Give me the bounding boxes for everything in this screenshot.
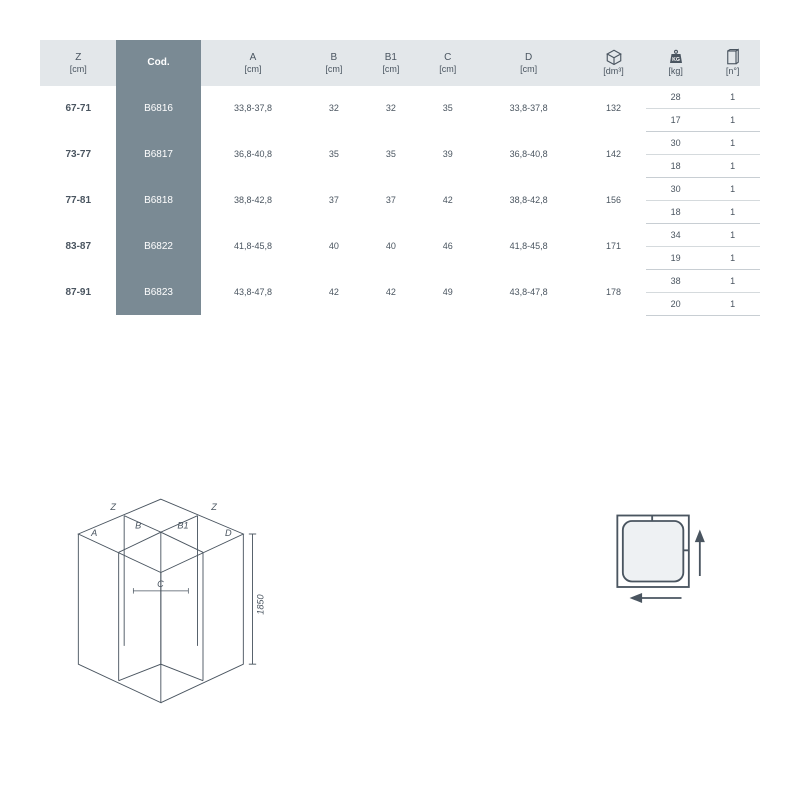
- cell-d: 33,8-37,8: [476, 86, 581, 132]
- cell-c: 35: [419, 86, 476, 132]
- cell-a: 43,8-47,8: [201, 269, 306, 315]
- cell-c: 42: [419, 177, 476, 223]
- label-z-right: Z: [210, 502, 217, 512]
- label-d: D: [225, 528, 232, 538]
- cell-b1: 40: [362, 223, 419, 269]
- cell-kg: 20: [646, 292, 705, 315]
- spec-table: Z[cm] Cod. A[cm] B[cm] B1[cm] C[cm] D[cm…: [40, 40, 760, 316]
- cell-kg: 19: [646, 246, 705, 269]
- table-row: 87-91B682343,8-47,842424943,8-47,8178381: [40, 269, 760, 292]
- col-c: C[cm]: [419, 40, 476, 86]
- box-icon: [605, 48, 623, 66]
- cell-b1: 32: [362, 86, 419, 132]
- label-z-left: Z: [109, 502, 116, 512]
- cell-n: 1: [705, 200, 760, 223]
- cell-a: 33,8-37,8: [201, 86, 306, 132]
- cell-kg: 18: [646, 200, 705, 223]
- col-b: B[cm]: [305, 40, 362, 86]
- cell-cod: B6823: [116, 269, 200, 315]
- col-z: Z[cm]: [40, 40, 116, 86]
- cell-b1: 37: [362, 177, 419, 223]
- cell-b: 37: [305, 177, 362, 223]
- cell-b1: 42: [362, 269, 419, 315]
- cell-a: 41,8-45,8: [201, 223, 306, 269]
- header-row: Z[cm] Cod. A[cm] B[cm] B1[cm] C[cm] D[cm…: [40, 40, 760, 86]
- table-row: 67-71B681633,8-37,832323533,8-37,8132281: [40, 86, 760, 109]
- cell-n: 1: [705, 177, 760, 200]
- cell-kg: 34: [646, 223, 705, 246]
- svg-text:KG: KG: [672, 57, 680, 63]
- cell-cod: B6817: [116, 131, 200, 177]
- col-d: D[cm]: [476, 40, 581, 86]
- col-b1: B1[cm]: [362, 40, 419, 86]
- cell-n: 1: [705, 269, 760, 292]
- cell-vol: 132: [581, 86, 646, 132]
- cell-z: 87-91: [40, 269, 116, 315]
- cell-z: 73-77: [40, 131, 116, 177]
- cell-n: 1: [705, 246, 760, 269]
- cell-vol: 171: [581, 223, 646, 269]
- col-cod: Cod.: [116, 40, 200, 86]
- cell-b1: 35: [362, 131, 419, 177]
- cell-d: 38,8-42,8: [476, 177, 581, 223]
- cell-a: 38,8-42,8: [201, 177, 306, 223]
- cell-c: 46: [419, 223, 476, 269]
- cell-z: 83-87: [40, 223, 116, 269]
- cell-c: 49: [419, 269, 476, 315]
- table-row: 73-77B681736,8-40,835353936,8-40,8142301: [40, 131, 760, 154]
- table-row: 77-81B681838,8-42,837374238,8-42,8156301: [40, 177, 760, 200]
- cell-a: 36,8-40,8: [201, 131, 306, 177]
- label-b: B: [135, 520, 141, 530]
- cell-d: 41,8-45,8: [476, 223, 581, 269]
- cell-n: 1: [705, 86, 760, 109]
- isometric-diagram: Z Z A B B1 D C 1850: [60, 490, 280, 728]
- weight-icon: KG: [667, 48, 685, 66]
- cell-z: 77-81: [40, 177, 116, 223]
- cell-b: 42: [305, 269, 362, 315]
- label-a: A: [90, 528, 97, 538]
- cell-cod: B6816: [116, 86, 200, 132]
- cell-kg: 18: [646, 154, 705, 177]
- cell-d: 36,8-40,8: [476, 131, 581, 177]
- cell-c: 39: [419, 131, 476, 177]
- table-row: 83-87B682241,8-45,840404641,8-45,8171341: [40, 223, 760, 246]
- cell-vol: 178: [581, 269, 646, 315]
- cell-n: 1: [705, 154, 760, 177]
- cell-b: 40: [305, 223, 362, 269]
- cell-kg: 17: [646, 108, 705, 131]
- col-a: A[cm]: [201, 40, 306, 86]
- cell-b: 32: [305, 86, 362, 132]
- cell-n: 1: [705, 223, 760, 246]
- package-icon: [725, 48, 741, 66]
- cell-vol: 156: [581, 177, 646, 223]
- col-weight: KG [kg]: [646, 40, 705, 86]
- cell-n: 1: [705, 108, 760, 131]
- cell-b: 35: [305, 131, 362, 177]
- col-pack: [n°]: [705, 40, 760, 86]
- cell-d: 43,8-47,8: [476, 269, 581, 315]
- cell-kg: 30: [646, 131, 705, 154]
- cell-cod: B6822: [116, 223, 200, 269]
- cell-kg: 30: [646, 177, 705, 200]
- cell-cod: B6818: [116, 177, 200, 223]
- cell-kg: 38: [646, 269, 705, 292]
- label-height: 1850: [255, 593, 265, 614]
- col-volume: [dm³]: [581, 40, 646, 86]
- plan-diagram: [610, 510, 720, 611]
- label-c: C: [157, 579, 164, 589]
- cell-kg: 28: [646, 86, 705, 109]
- cell-vol: 142: [581, 131, 646, 177]
- cell-n: 1: [705, 292, 760, 315]
- label-b1: B1: [177, 520, 188, 530]
- cell-n: 1: [705, 131, 760, 154]
- cell-z: 67-71: [40, 86, 116, 132]
